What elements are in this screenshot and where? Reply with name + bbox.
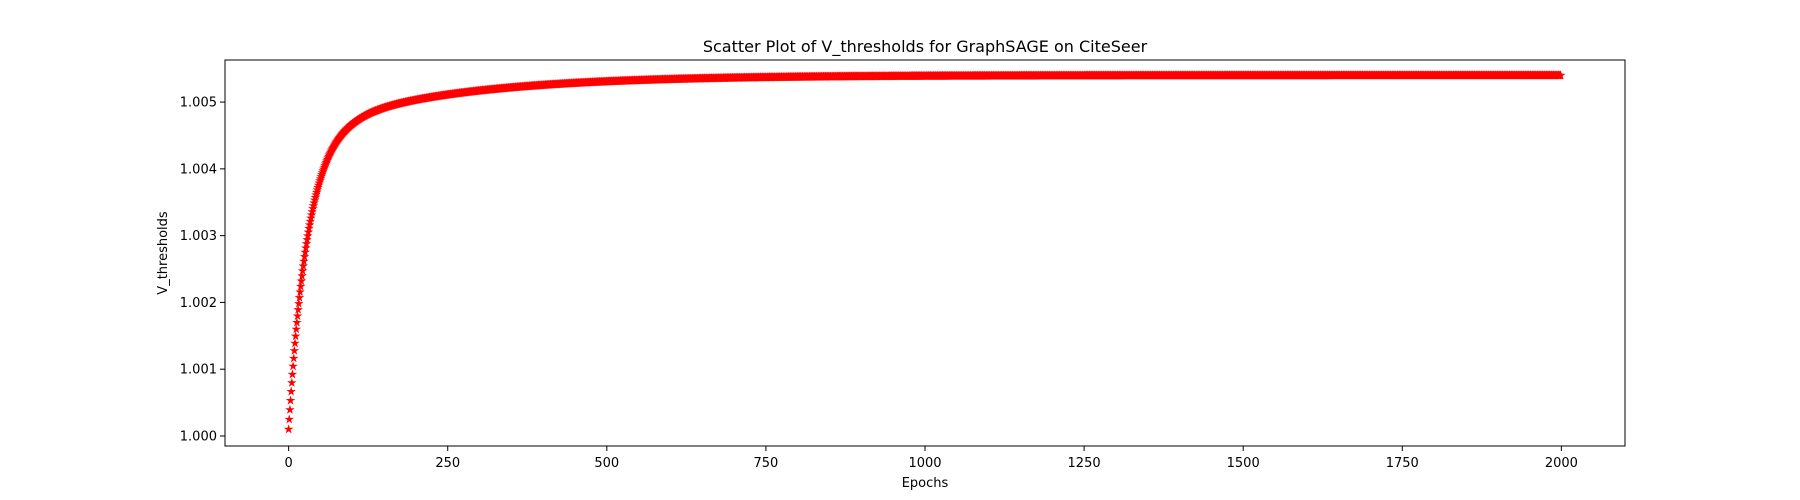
y-tick-label: 1.005 (180, 96, 217, 111)
x-tick-label: 1750 (1386, 456, 1419, 471)
y-tick-label: 1.004 (180, 162, 217, 177)
y-tick-label: 1.002 (180, 296, 217, 311)
y-tick-label: 1.000 (180, 429, 217, 444)
data-point (292, 324, 302, 333)
data-point (291, 331, 301, 340)
x-tick-label: 750 (753, 456, 778, 471)
y-tick-label: 1.001 (180, 363, 217, 378)
y-axis-label: V_thresholds (156, 211, 171, 295)
x-tick-label: 2000 (1545, 456, 1578, 471)
x-tick-label: 1500 (1227, 456, 1260, 471)
x-tick-label: 250 (435, 456, 460, 471)
plot-frame (225, 60, 1625, 446)
x-tick-label: 1250 (1068, 456, 1101, 471)
data-point (284, 424, 294, 433)
x-tick-label: 500 (594, 456, 619, 471)
data-point (285, 405, 295, 414)
data-point (285, 414, 295, 423)
data-point (289, 353, 299, 362)
data-point (293, 311, 303, 320)
points-layer (284, 70, 1566, 433)
x-tick-label: 0 (284, 456, 292, 471)
y-axis: 1.000 1.001 1.002 1.003 1.004 1.005 (180, 96, 225, 445)
data-point (288, 369, 298, 378)
data-point (292, 318, 302, 327)
x-axis: 0 250 500 750 1000 1250 1500 1750 2000 (284, 446, 1577, 471)
y-tick-label: 1.003 (180, 229, 217, 244)
data-point (293, 305, 303, 314)
data-point (287, 378, 297, 387)
data-point (286, 387, 296, 396)
data-point (286, 396, 296, 405)
x-tick-label: 1000 (908, 456, 941, 471)
x-axis-label: Epochs (902, 476, 949, 491)
data-point (288, 361, 298, 370)
chart-title: Scatter Plot of V_thresholds for GraphSA… (703, 37, 1148, 57)
